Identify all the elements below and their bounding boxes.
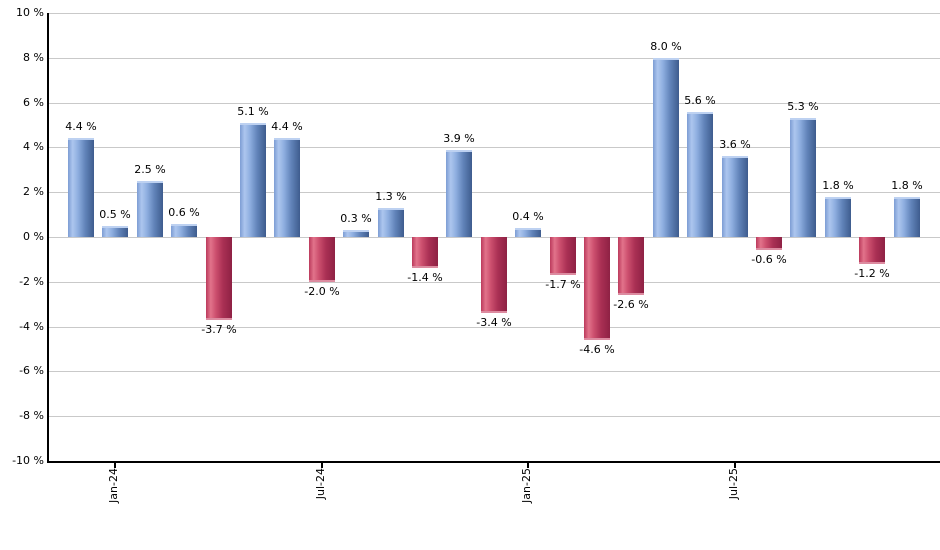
y-tick-label: 6 % (23, 96, 44, 109)
bar (653, 58, 679, 237)
y-tick-label: -8 % (19, 409, 44, 422)
gridline (47, 13, 940, 14)
bar (68, 138, 94, 237)
bar (206, 237, 232, 320)
y-tick-label: -6 % (19, 364, 44, 377)
bar (137, 181, 163, 237)
bar-value-label: 3.6 % (719, 138, 751, 151)
y-tick-label: 4 % (23, 140, 44, 153)
bar-value-label: -0.6 % (751, 253, 787, 266)
bar-value-label: -1.2 % (854, 267, 890, 280)
bar (859, 237, 885, 264)
bar (446, 150, 472, 237)
bar-value-label: 2.5 % (134, 163, 166, 176)
x-tick-mark (114, 461, 116, 468)
bar (343, 230, 369, 237)
y-tick-label: -4 % (19, 320, 44, 333)
bar-value-label: 0.5 % (99, 208, 131, 221)
x-axis-line (47, 461, 940, 463)
bar (309, 237, 335, 282)
bar (102, 226, 128, 237)
bar (894, 197, 920, 237)
bar-value-label: -1.7 % (545, 278, 581, 291)
bar-value-label: 1.8 % (891, 179, 923, 192)
bar (550, 237, 576, 275)
y-tick-label: 0 % (23, 230, 44, 243)
gridline (47, 327, 940, 328)
gridline (47, 58, 940, 59)
bar (378, 208, 404, 237)
gridline (47, 103, 940, 104)
bar-value-label: -3.7 % (201, 323, 237, 336)
bar-value-label: -1.4 % (407, 271, 443, 284)
bar (412, 237, 438, 268)
bar-value-label: -2.0 % (304, 285, 340, 298)
bar-value-label: 8.0 % (650, 40, 682, 53)
y-tick-label: 2 % (23, 185, 44, 198)
y-tick-label: -2 % (19, 275, 44, 288)
bar-value-label: 4.4 % (271, 120, 303, 133)
bar (722, 156, 748, 237)
bar (171, 224, 197, 237)
bar-value-label: 1.3 % (375, 190, 407, 203)
bar-value-label: 5.6 % (684, 94, 716, 107)
bar-value-label: 0.6 % (168, 206, 200, 219)
bar-value-label: 1.8 % (822, 179, 854, 192)
gridline (47, 147, 940, 148)
bar-value-label: 4.4 % (65, 120, 97, 133)
bar-value-label: 5.1 % (237, 105, 269, 118)
bar-value-label: -4.6 % (579, 343, 615, 356)
bar (584, 237, 610, 340)
x-tick-mark (734, 461, 736, 468)
bar (274, 138, 300, 237)
bar (618, 237, 644, 295)
x-tick-label: Jan-24 (107, 468, 120, 503)
bar-value-label: 5.3 % (787, 100, 819, 113)
bar (481, 237, 507, 313)
bar (687, 112, 713, 237)
bar-value-label: 0.4 % (512, 210, 544, 223)
x-tick-label: Jul-24 (314, 468, 327, 500)
gridline (47, 416, 940, 417)
gridline (47, 192, 940, 193)
bar (756, 237, 782, 250)
bar (790, 118, 816, 237)
y-tick-label: 10 % (16, 6, 44, 19)
y-axis-line (47, 13, 49, 463)
x-tick-mark (321, 461, 323, 468)
bar (240, 123, 266, 237)
x-tick-mark (527, 461, 529, 468)
bar-value-label: -3.4 % (476, 316, 512, 329)
bar-value-label: -2.6 % (613, 298, 649, 311)
bar (825, 197, 851, 237)
x-tick-label: Jan-25 (520, 468, 533, 503)
x-tick-label: Jul-25 (727, 468, 740, 500)
y-tick-label: 8 % (23, 51, 44, 64)
y-tick-label: -10 % (12, 454, 44, 467)
bar (515, 228, 541, 237)
bar-value-label: 0.3 % (340, 212, 372, 225)
bar-value-label: 3.9 % (443, 132, 475, 145)
gridline (47, 371, 940, 372)
